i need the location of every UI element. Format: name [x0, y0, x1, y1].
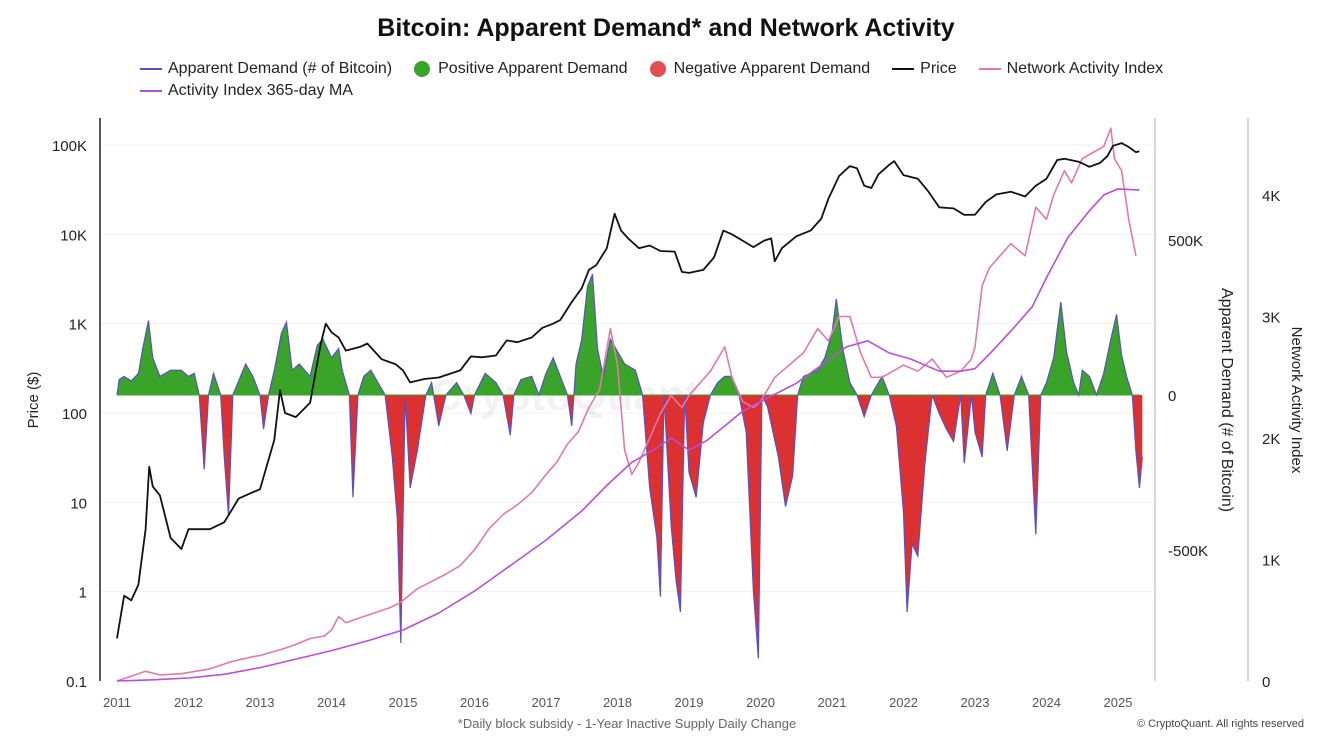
mid-tick-label: 500K	[1168, 233, 1203, 250]
legend-label-network-activity: Network Activity Index	[1006, 60, 1164, 77]
right-tick-label: 3K	[1262, 310, 1280, 327]
right-tick-label: 4K	[1262, 188, 1280, 205]
right-tick-label: 1K	[1262, 553, 1280, 570]
right-axis-ticks: 4K 3K 2K 1K 0	[1262, 188, 1280, 691]
x-tick-label: 2025	[1104, 695, 1133, 710]
x-tick-label: 2021	[818, 695, 847, 710]
mid-axis-label: Apparent Demand (# of Bitcoin)	[1218, 288, 1235, 512]
legend-swatch-network-activity	[978, 68, 1001, 70]
legend-label-positive-demand: Positive Apparent Demand	[438, 60, 628, 77]
activity-ma-line	[116, 188, 1140, 682]
legend: Apparent Demand (# of Bitcoin) Positive …	[140, 58, 1240, 102]
legend-label-price: Price	[920, 60, 957, 77]
apparent-demand-area	[116, 273, 1143, 659]
x-tick-label: 2018	[603, 695, 632, 710]
left-tick-label: 10K	[60, 227, 87, 244]
legend-row-1: Apparent Demand (# of Bitcoin) Positive …	[140, 58, 1240, 80]
legend-item-apparent-demand[interactable]: Apparent Demand (# of Bitcoin)	[140, 60, 392, 78]
x-tick-label: 2023	[961, 695, 990, 710]
left-tick-label: 1	[79, 585, 87, 602]
x-tick-label: 2022	[889, 695, 918, 710]
x-tick-label: 2024	[1032, 695, 1061, 710]
legend-swatch-negative-demand	[649, 61, 666, 77]
left-axis-label: Price ($)	[25, 372, 42, 429]
left-tick-label: 1K	[69, 317, 87, 334]
legend-row-2: Activity Index 365-day MA	[140, 80, 1240, 102]
x-tick-label: 2011	[103, 695, 131, 710]
chart-title: Bitcoin: Apparent Demand* and Network Ac…	[377, 14, 955, 42]
x-tick-label: 2016	[460, 695, 489, 710]
mid-axis-ticks: 500K 0 -500K	[1168, 233, 1208, 560]
x-tick-label: 2013	[246, 695, 275, 710]
legend-label-activity-ma: Activity Index 365-day MA	[168, 82, 353, 99]
x-tick-label: 2017	[532, 695, 561, 710]
legend-item-activity-ma[interactable]: Activity Index 365-day MA	[140, 82, 353, 100]
left-axis-ticks: 0.1 1 10 100 1K 10K 100K	[52, 138, 87, 691]
legend-label-apparent-demand: Apparent Demand (# of Bitcoin)	[168, 60, 393, 77]
legend-swatch-activity-ma	[140, 90, 162, 92]
legend-item-network-activity[interactable]: Network Activity Index	[978, 60, 1164, 78]
right-tick-label: 2K	[1262, 431, 1280, 448]
right-axis-label: Network Activity Index	[1288, 327, 1305, 474]
mid-tick-label: -500K	[1168, 543, 1208, 560]
legend-swatch-apparent-demand	[140, 68, 162, 70]
positive-demand-area	[117, 274, 1143, 395]
left-tick-label: 100K	[52, 138, 87, 155]
x-tick-label: 2015	[389, 695, 418, 710]
network-activity-line	[116, 127, 1137, 682]
footnote: *Daily block subsidy - 1-Year Inactive S…	[457, 716, 797, 731]
series-lines	[116, 127, 1140, 682]
legend-item-negative-demand[interactable]: Negative Apparent Demand	[649, 60, 871, 78]
legend-item-price[interactable]: Price	[892, 60, 957, 78]
legend-swatch-positive-demand	[414, 61, 431, 77]
x-tick-label: 2019	[675, 695, 704, 710]
price-line	[116, 142, 1140, 639]
mid-tick-label: 0	[1168, 388, 1176, 405]
left-tick-label: 0.1	[66, 674, 87, 691]
left-tick-label: 10	[70, 495, 87, 512]
x-tick-label: 2012	[174, 695, 203, 710]
legend-label-negative-demand: Negative Apparent Demand	[673, 60, 871, 77]
copyright: © CryptoQuant. All rights reserved	[1136, 718, 1304, 730]
x-tick-label: 2014	[317, 695, 346, 710]
legend-swatch-price	[892, 68, 915, 70]
x-axis-ticks: 2011 2012 2013 2014 2015 2016 2017 2018 2019 2020…	[103, 695, 1132, 710]
axes	[99, 118, 1249, 681]
x-tick-label: 2020	[746, 695, 775, 710]
right-tick-label: 0	[1262, 674, 1270, 691]
legend-item-positive-demand[interactable]: Positive Apparent Demand	[414, 60, 628, 78]
apparent-demand-line	[116, 273, 1143, 659]
left-tick-label: 100	[62, 406, 87, 423]
